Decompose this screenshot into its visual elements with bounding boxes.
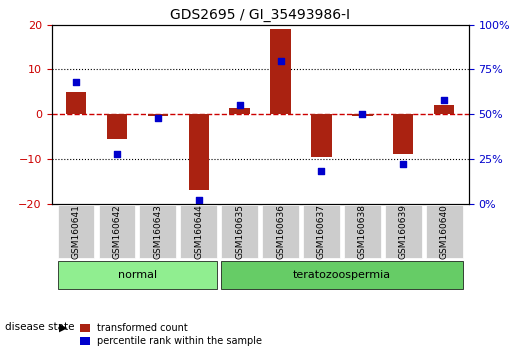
Point bbox=[399, 161, 407, 167]
Point bbox=[277, 58, 285, 63]
Bar bbox=[352, 114, 372, 116]
Text: teratozoospermia: teratozoospermia bbox=[293, 270, 391, 280]
Text: GSM160637: GSM160637 bbox=[317, 204, 326, 259]
FancyBboxPatch shape bbox=[385, 205, 422, 258]
Point bbox=[113, 151, 121, 156]
Text: GSM160639: GSM160639 bbox=[399, 204, 408, 259]
FancyBboxPatch shape bbox=[58, 205, 94, 258]
Point bbox=[317, 169, 325, 174]
FancyBboxPatch shape bbox=[221, 205, 258, 258]
Text: disease state: disease state bbox=[5, 322, 75, 332]
Text: GSM160644: GSM160644 bbox=[194, 204, 203, 259]
FancyBboxPatch shape bbox=[58, 261, 217, 289]
FancyBboxPatch shape bbox=[180, 205, 217, 258]
Bar bbox=[66, 92, 87, 114]
Text: GSM160643: GSM160643 bbox=[153, 204, 162, 259]
Point bbox=[358, 112, 367, 117]
FancyBboxPatch shape bbox=[344, 205, 381, 258]
FancyBboxPatch shape bbox=[98, 205, 135, 258]
Point bbox=[440, 97, 448, 103]
Point bbox=[235, 102, 244, 108]
Bar bbox=[311, 114, 332, 157]
Bar bbox=[434, 105, 454, 114]
Legend: transformed count, percentile rank within the sample: transformed count, percentile rank withi… bbox=[77, 320, 265, 349]
Text: GSM160641: GSM160641 bbox=[72, 204, 80, 259]
FancyBboxPatch shape bbox=[262, 205, 299, 258]
Point bbox=[195, 197, 203, 203]
Point bbox=[72, 79, 80, 85]
Bar bbox=[229, 108, 250, 114]
Text: GSM160635: GSM160635 bbox=[235, 204, 244, 259]
Text: normal: normal bbox=[118, 270, 157, 280]
Bar bbox=[393, 114, 414, 154]
Text: GSM160636: GSM160636 bbox=[276, 204, 285, 259]
FancyBboxPatch shape bbox=[426, 205, 462, 258]
Point bbox=[153, 115, 162, 121]
FancyBboxPatch shape bbox=[303, 205, 340, 258]
Bar bbox=[188, 114, 209, 190]
Bar bbox=[148, 114, 168, 116]
Title: GDS2695 / GI_35493986-I: GDS2695 / GI_35493986-I bbox=[170, 8, 350, 22]
Text: GSM160640: GSM160640 bbox=[440, 204, 449, 259]
Bar bbox=[270, 29, 291, 114]
Text: GSM160642: GSM160642 bbox=[112, 204, 122, 259]
Bar bbox=[107, 114, 127, 139]
FancyBboxPatch shape bbox=[221, 261, 462, 289]
Text: ▶: ▶ bbox=[59, 322, 68, 332]
FancyBboxPatch shape bbox=[140, 205, 176, 258]
Text: GSM160638: GSM160638 bbox=[358, 204, 367, 259]
